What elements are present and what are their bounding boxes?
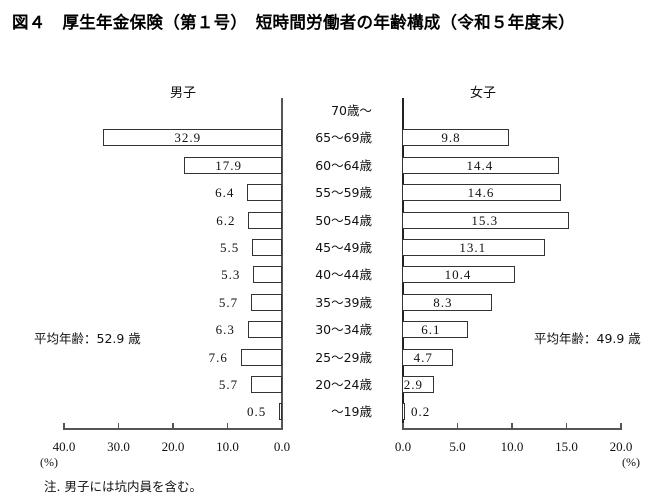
female-axis-tick — [565, 423, 567, 429]
female-value-label: 14.4 — [466, 157, 494, 173]
male-value-label: 6.2 — [216, 212, 236, 228]
female-axis-tick-label: 5.0 — [449, 439, 466, 454]
male-bar — [247, 184, 282, 202]
male-axis-tick-label: 0.0 — [273, 439, 291, 454]
female-value-label: 13.1 — [459, 240, 487, 255]
female-axis-tick-label: 10.0 — [500, 439, 524, 454]
female-value-label: 14.6 — [467, 185, 495, 201]
female-axis-tick-label: 20.0 — [609, 439, 633, 454]
male-bar — [252, 239, 282, 256]
female-unit-label: (%) — [622, 455, 640, 469]
female-value-label: 9.8 — [441, 130, 461, 146]
male-value-label: 5.3 — [221, 267, 241, 283]
male-value-label: 6.3 — [215, 322, 235, 338]
female-axis-tick-label: 15.0 — [555, 439, 578, 454]
female-axis-tick — [511, 423, 513, 429]
age-group-label: 20～24歳 — [315, 377, 372, 392]
male-axis-baseline — [281, 98, 283, 430]
male-bar — [240, 348, 282, 366]
male-unit-label: (%) — [40, 455, 58, 469]
male-value-label: 17.9 — [215, 157, 242, 173]
female-x-axis — [402, 428, 622, 430]
female-bar — [402, 348, 454, 366]
male-bar — [279, 403, 282, 421]
female-bar — [402, 293, 493, 311]
male-bar — [184, 156, 282, 174]
female-bar — [402, 403, 405, 421]
female-bar — [402, 156, 559, 174]
male-bar — [248, 211, 282, 229]
female-axis-tick — [402, 423, 404, 429]
male-bar — [250, 376, 282, 393]
female-value-label: 4.7 — [413, 349, 433, 365]
male-x-axis — [63, 428, 283, 430]
male-bar — [102, 129, 282, 147]
age-group-label: 50～54歳 — [315, 212, 372, 228]
female-value-label: 15.3 — [471, 212, 499, 228]
age-group-label: 45～49歳 — [315, 240, 372, 255]
footnote: 注. 男子には坑内員を含む。 — [44, 479, 202, 494]
male-axis-tick — [281, 423, 283, 429]
female-bar — [402, 211, 569, 229]
male-axis-tick-label: 30.0 — [107, 439, 130, 454]
male-value-label: 6.4 — [215, 185, 235, 201]
female-bar — [402, 376, 434, 393]
age-group-label: 30～34歳 — [315, 322, 372, 338]
male-axis-tick-label: 10.0 — [216, 439, 239, 454]
male-value-label: 5.7 — [218, 377, 239, 392]
female-value-label: 0.2 — [411, 404, 431, 420]
female-bar — [402, 184, 562, 202]
female-value-label: 8.3 — [433, 294, 453, 310]
female-bar — [402, 321, 469, 339]
female-bar — [402, 129, 509, 147]
male-value-label: 7.6 — [208, 349, 228, 365]
female-value-label: 10.4 — [444, 267, 472, 283]
female-axis-tick — [456, 423, 458, 429]
age-group-label: 60～64歳 — [315, 157, 372, 173]
female-value-label: 2.9 — [403, 377, 424, 392]
male-axis-tick — [117, 423, 119, 429]
female-average-age: 平均年齢：49.9 歳 — [534, 331, 641, 346]
male-value-label: 5.5 — [220, 240, 240, 255]
age-group-label: 65～69歳 — [315, 130, 372, 146]
male-bar — [250, 293, 282, 311]
male-bar — [253, 266, 282, 284]
male-axis-tick-label: 40.0 — [52, 439, 76, 454]
male-axis-tick — [172, 423, 174, 429]
age-group-label: ～19歳 — [331, 404, 372, 420]
female-axis-tick — [620, 423, 622, 429]
age-group-label: 40～44歳 — [315, 267, 372, 283]
male-value-label: 32.9 — [174, 130, 202, 146]
female-value-label: 6.1 — [421, 322, 441, 338]
age-group-label: 25～29歳 — [315, 349, 372, 365]
age-group-label: 55～59歳 — [315, 185, 372, 201]
male-average-age: 平均年齢：52.9 歳 — [34, 331, 141, 346]
male-bar — [247, 321, 282, 339]
female-axis-tick-label: 0.0 — [394, 439, 412, 454]
male-axis-tick — [226, 423, 228, 429]
male-axis-tick-label: 20.0 — [161, 439, 185, 454]
age-group-label: 35～39歳 — [315, 294, 372, 310]
female-bar — [402, 266, 516, 284]
female-panel-label: 女子 — [470, 86, 497, 101]
male-value-label: 0.5 — [247, 404, 267, 420]
age-group-label: 70歳～ — [331, 103, 372, 118]
female-bar — [402, 239, 545, 256]
female-axis-baseline — [402, 98, 404, 430]
male-axis-tick — [63, 423, 65, 429]
male-panel-label: 男子 — [170, 86, 197, 101]
male-value-label: 5.7 — [218, 294, 239, 310]
chart-title: 図４ 厚生年金保険（第１号） 短時間労働者の年齢構成（令和５年度末） — [12, 13, 575, 32]
